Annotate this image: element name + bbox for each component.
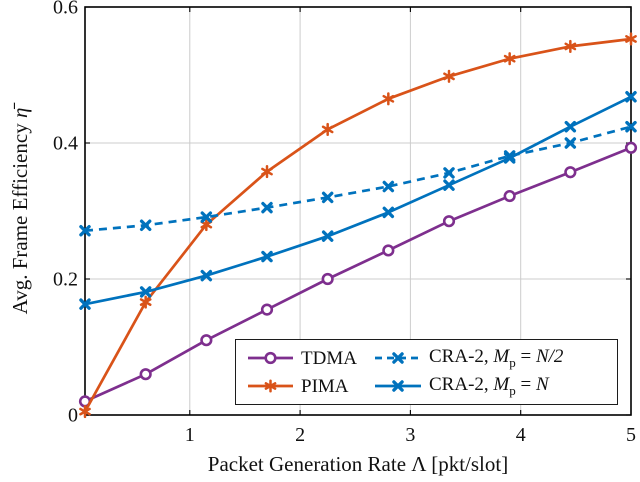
- y-tick-label: 0: [68, 405, 78, 427]
- legend-item-pima: PIMA: [247, 373, 374, 400]
- legend-sample-tdma-icon: [248, 351, 293, 365]
- y-tick-label: 0.6: [53, 0, 78, 19]
- y-tick-label: 0.4: [53, 133, 78, 155]
- legend-label-cra2-full: CRA-2, Mp = N: [429, 374, 549, 398]
- y-axis-label: Avg. Frame Efficiency η̄: [8, 102, 32, 315]
- x-tick-label: 5: [626, 424, 636, 446]
- x-tick-label: 4: [516, 424, 526, 446]
- series-line-1: [83, 37, 632, 413]
- series-markers-1: [79, 32, 637, 419]
- legend-column-left: TDMA PIMA: [247, 344, 374, 400]
- legend-label-tdma: TDMA: [301, 347, 357, 369]
- series-markers-0: [78, 141, 638, 408]
- plot-box: [84, 6, 632, 416]
- legend-label-pima: PIMA: [301, 375, 349, 397]
- x-tick-label: 1: [185, 424, 195, 446]
- series-line-2: [84, 125, 632, 233]
- legend-item-cra2-full: CRA-2, Mp = N: [374, 373, 611, 400]
- legend-sample-pima-icon: [248, 379, 293, 393]
- legend-sample-cra2-full-icon: [375, 380, 421, 392]
- legend-label-cra2-half: CRA-2, Mp = N/2: [429, 346, 564, 370]
- x-axis-label: Packet Generation Rate Λ [pkt/slot]: [208, 452, 508, 476]
- series-line-0: [84, 146, 632, 403]
- x-tick-label: 2: [295, 424, 305, 446]
- x-tick-label: 3: [405, 424, 415, 446]
- legend-item-tdma: TDMA: [247, 345, 374, 372]
- series-markers-3: [79, 91, 637, 310]
- series-line-3: [84, 95, 632, 306]
- legend-item-cra2-half: CRA-2, Mp = N/2: [374, 345, 611, 372]
- legend-sample-cra2-half-icon: [375, 352, 421, 364]
- y-tick-label: 0.2: [53, 269, 78, 291]
- legend-column-right: CRA-2, Mp = N/2 CRA-2, Mp = N: [374, 344, 611, 400]
- legend: TDMA PIMA CRA-2, Mp = N/2 CRA-2, Mp = N: [235, 339, 618, 405]
